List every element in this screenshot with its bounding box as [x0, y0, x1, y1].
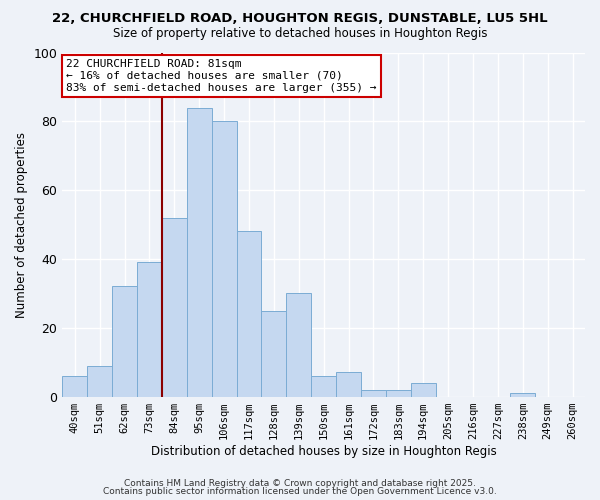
Bar — [286, 294, 311, 397]
Bar — [411, 383, 436, 396]
Bar — [386, 390, 411, 396]
Text: Contains HM Land Registry data © Crown copyright and database right 2025.: Contains HM Land Registry data © Crown c… — [124, 478, 476, 488]
Bar — [137, 262, 162, 396]
Bar — [311, 376, 336, 396]
Text: 22, CHURCHFIELD ROAD, HOUGHTON REGIS, DUNSTABLE, LU5 5HL: 22, CHURCHFIELD ROAD, HOUGHTON REGIS, DU… — [52, 12, 548, 26]
Bar — [262, 310, 286, 396]
Bar — [62, 376, 87, 396]
Bar — [212, 122, 236, 396]
Bar — [187, 108, 212, 397]
X-axis label: Distribution of detached houses by size in Houghton Regis: Distribution of detached houses by size … — [151, 444, 497, 458]
Bar — [236, 232, 262, 396]
Y-axis label: Number of detached properties: Number of detached properties — [15, 132, 28, 318]
Bar — [511, 393, 535, 396]
Text: 22 CHURCHFIELD ROAD: 81sqm
← 16% of detached houses are smaller (70)
83% of semi: 22 CHURCHFIELD ROAD: 81sqm ← 16% of deta… — [66, 60, 377, 92]
Text: Contains public sector information licensed under the Open Government Licence v3: Contains public sector information licen… — [103, 487, 497, 496]
Bar — [336, 372, 361, 396]
Text: Size of property relative to detached houses in Houghton Regis: Size of property relative to detached ho… — [113, 28, 487, 40]
Bar — [87, 366, 112, 396]
Bar — [112, 286, 137, 397]
Bar — [361, 390, 386, 396]
Bar — [162, 218, 187, 396]
